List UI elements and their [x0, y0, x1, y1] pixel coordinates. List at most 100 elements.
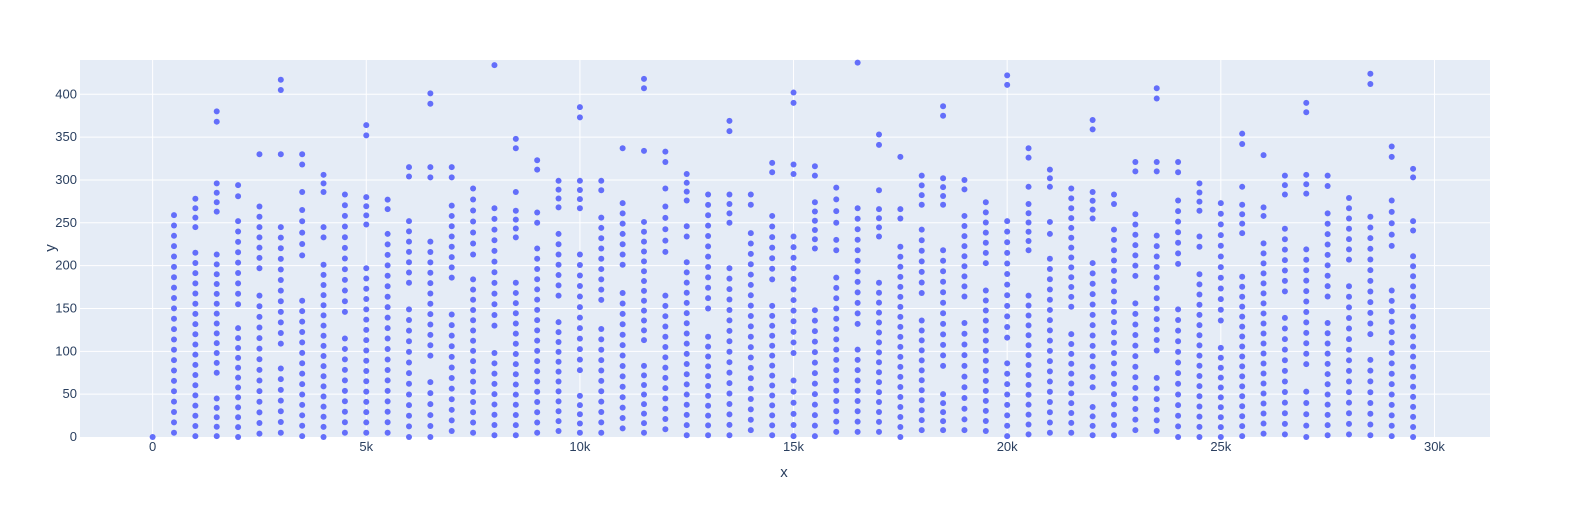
- data-point: [982, 417, 989, 424]
- data-point: [1260, 350, 1267, 357]
- data-point: [726, 286, 733, 293]
- data-point: [1068, 293, 1075, 300]
- data-point: [576, 346, 583, 353]
- data-point: [811, 217, 818, 224]
- data-point: [1260, 420, 1267, 427]
- data-point: [320, 188, 327, 195]
- data-point: [427, 238, 434, 245]
- data-point: [1324, 241, 1331, 248]
- data-point: [1089, 422, 1096, 429]
- data-point: [406, 370, 412, 377]
- data-point: [619, 145, 626, 152]
- data-point: [811, 401, 818, 408]
- data-point: [1132, 353, 1139, 360]
- data-point: [1410, 174, 1417, 181]
- data-point: [598, 398, 605, 405]
- data-point: [1324, 401, 1331, 408]
- data-point: [790, 297, 797, 304]
- data-point: [683, 371, 690, 378]
- data-point: [1004, 239, 1011, 246]
- data-point: [277, 287, 284, 294]
- data-point: [811, 236, 818, 243]
- data-point: [213, 300, 220, 307]
- data-point: [1025, 362, 1032, 369]
- data-point: [1260, 250, 1267, 257]
- data-point: [1346, 205, 1352, 212]
- data-point: [662, 385, 669, 392]
- data-point: [961, 352, 968, 359]
- data-point: [1410, 218, 1417, 225]
- data-point: [1196, 198, 1203, 205]
- data-point: [918, 172, 925, 179]
- data-point: [1089, 206, 1096, 213]
- data-point: [534, 368, 541, 375]
- data-point: [1089, 280, 1096, 287]
- data-point: [427, 321, 434, 328]
- data-point: [512, 289, 519, 296]
- data-point: [705, 363, 712, 370]
- data-point: [982, 317, 989, 324]
- data-point: [982, 307, 989, 314]
- data-point: [299, 401, 306, 408]
- x-tick-label: 10k: [569, 439, 590, 454]
- data-point: [683, 422, 690, 429]
- data-point: [1046, 429, 1053, 436]
- data-point: [1004, 360, 1011, 367]
- data-point: [341, 366, 348, 373]
- data-point: [641, 410, 647, 417]
- data-point: [1068, 185, 1075, 192]
- data-point: [235, 394, 242, 401]
- data-point: [491, 226, 498, 233]
- data-point: [1217, 232, 1224, 239]
- data-point: [1303, 181, 1310, 188]
- data-point: [1346, 293, 1352, 300]
- data-point: [619, 342, 626, 349]
- data-point: [363, 275, 370, 282]
- data-point: [982, 397, 989, 404]
- data-point: [662, 313, 669, 320]
- data-point: [171, 294, 177, 301]
- data-point: [171, 326, 177, 333]
- data-point: [1346, 367, 1352, 374]
- data-point: [918, 367, 925, 374]
- data-point: [769, 159, 776, 166]
- data-point: [619, 251, 626, 258]
- data-point: [1303, 434, 1310, 440]
- data-point: [192, 351, 199, 358]
- data-point: [1132, 427, 1139, 434]
- data-point: [406, 327, 412, 334]
- data-point: [726, 338, 733, 345]
- data-point: [427, 164, 434, 171]
- data-point: [897, 393, 904, 400]
- data-point: [598, 367, 605, 374]
- data-point: [491, 360, 498, 367]
- data-point: [1046, 409, 1053, 416]
- data-point: [598, 377, 605, 384]
- data-point: [1324, 220, 1331, 227]
- data-point: [598, 357, 605, 364]
- data-point: [619, 425, 626, 432]
- data-point: [427, 423, 434, 430]
- data-point: [940, 352, 947, 359]
- data-point: [961, 395, 968, 402]
- data-point: [341, 276, 348, 283]
- data-point: [576, 367, 583, 374]
- data-point: [833, 356, 840, 363]
- data-point: [1239, 230, 1246, 237]
- data-point: [1324, 172, 1331, 179]
- data-point: [1388, 412, 1395, 419]
- data-point: [1324, 330, 1331, 337]
- data-point: [555, 186, 562, 193]
- data-point: [1153, 263, 1160, 270]
- data-point: [641, 401, 647, 408]
- data-point: [363, 357, 370, 364]
- data-point: [363, 316, 370, 323]
- data-point: [491, 237, 498, 244]
- data-point: [1196, 207, 1203, 214]
- data-point: [854, 346, 861, 353]
- data-point: [341, 377, 348, 384]
- data-point: [726, 117, 733, 124]
- data-point: [1217, 404, 1224, 411]
- data-point: [982, 287, 989, 294]
- data-point: [363, 368, 370, 375]
